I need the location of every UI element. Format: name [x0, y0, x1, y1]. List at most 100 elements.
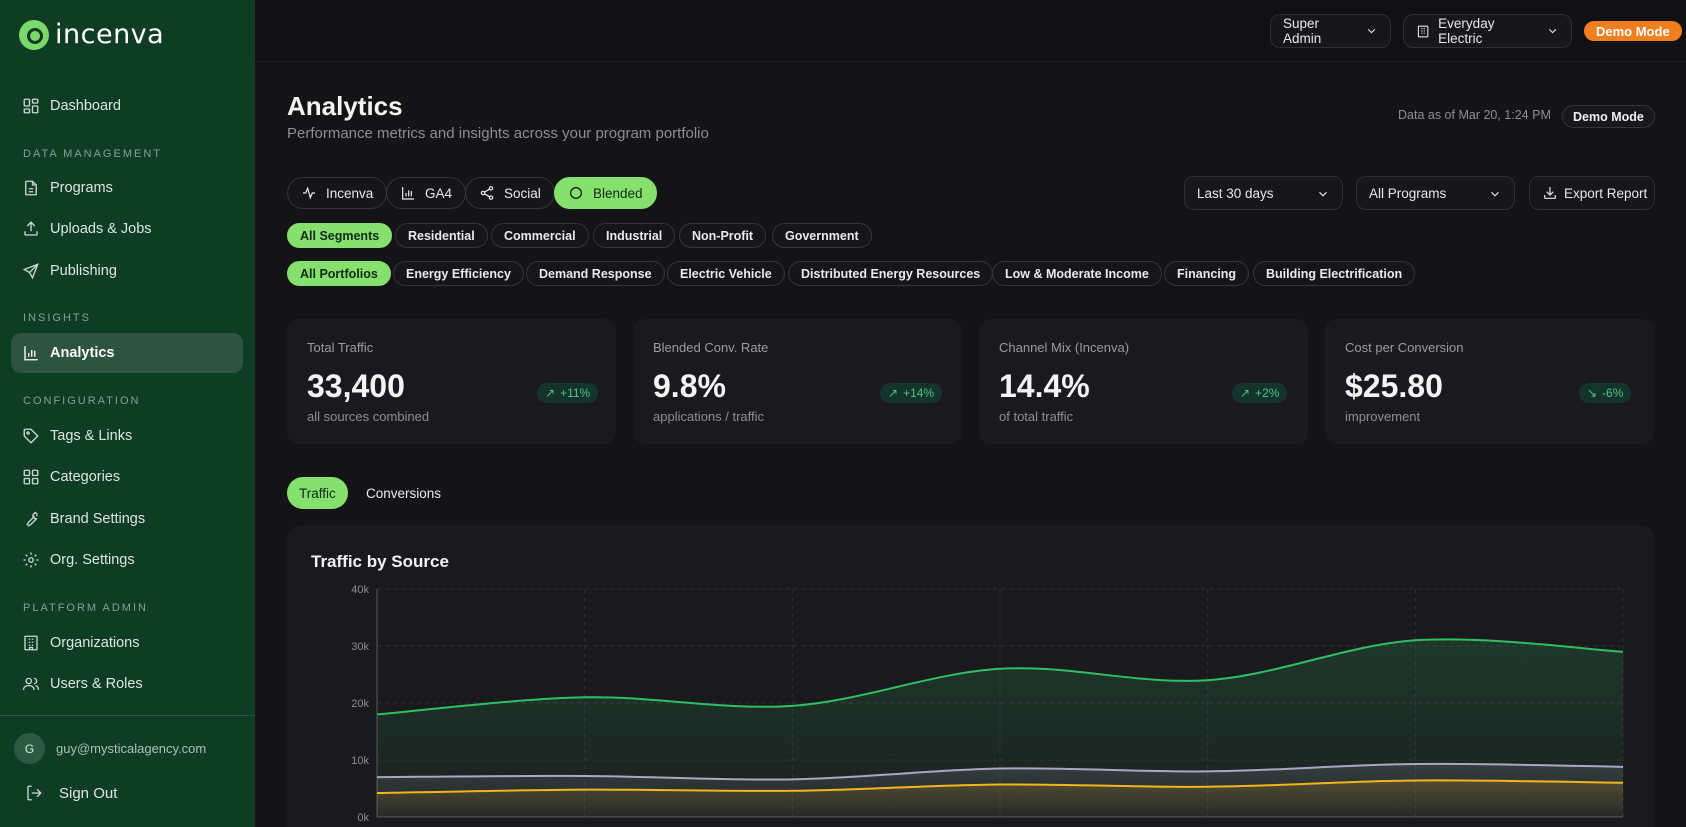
building-icon: [24, 635, 38, 651]
data-as-of: Data as of Mar 20, 1:24 PM: [1398, 108, 1551, 122]
series-line-0: [376, 638, 1624, 716]
kpi-delta-badge: ↗ +14%: [880, 383, 943, 403]
date-range-select[interactable]: Last 30 days: [1184, 176, 1343, 210]
y-tick-label: 30k: [351, 641, 369, 653]
kpi-delta: -6%: [1602, 386, 1624, 400]
sidebar-item-label: Dashboard: [50, 98, 121, 114]
sidebar: incenva Dashboard DATA MANAGEMENT Progra…: [0, 0, 255, 827]
kpi-label: Blended Conv. Rate: [653, 340, 769, 355]
segment-pill-commercial[interactable]: Commercial: [491, 223, 589, 248]
export-report-button[interactable]: Export Report: [1529, 176, 1655, 210]
tab-traffic[interactable]: Traffic: [287, 477, 348, 509]
activity-icon: [303, 186, 315, 200]
sidebar-item-label: Users & Roles: [50, 676, 143, 692]
kpi-card-total-traffic: Total Traffic 33,400 all sources combine…: [287, 319, 616, 444]
sidebar-item-categories[interactable]: Categories: [11, 457, 243, 497]
source-chip-label: GA4: [425, 185, 453, 201]
topbar: Super Admin Everyday Electric Demo Mode: [255, 0, 1686, 62]
sidebar-divider: [0, 715, 255, 716]
source-chip-incenva[interactable]: Incenva: [287, 177, 388, 209]
portfolio-pill-building-electrification[interactable]: Building Electrification: [1253, 261, 1416, 286]
sidebar-item-dashboard[interactable]: Dashboard: [11, 86, 243, 126]
sidebar-item-uploads[interactable]: Uploads & Jobs: [11, 209, 243, 249]
source-chip-ga4[interactable]: GA4: [386, 177, 467, 209]
building-icon: [1417, 25, 1429, 37]
segment-pill-all[interactable]: All Segments: [287, 223, 393, 248]
circle-icon: [570, 187, 582, 199]
portfolio-pill-energy-efficiency[interactable]: Energy Efficiency: [393, 261, 524, 286]
portfolio-pill-der[interactable]: Distributed Energy Resources: [788, 261, 994, 286]
sidebar-item-label: Org. Settings: [50, 552, 135, 568]
page-title: Analytics: [287, 91, 403, 121]
kpi-delta: +14%: [903, 386, 935, 400]
sign-out-label: Sign Out: [59, 784, 118, 802]
date-range-value: Last 30 days: [1197, 185, 1274, 201]
portfolio-pill-all[interactable]: All Portfolios: [287, 261, 391, 286]
section-label-data-management: DATA MANAGEMENT: [23, 148, 162, 160]
portfolio-pill-financing[interactable]: Financing: [1164, 261, 1250, 286]
chevron-down-icon: [1367, 28, 1376, 34]
kpi-subtext: improvement: [1345, 409, 1421, 424]
arrow-up-right-icon: ↗: [545, 386, 556, 400]
kpi-delta-badge: ↗ +2%: [1232, 383, 1288, 403]
wrench-icon: [26, 511, 38, 527]
sidebar-item-tags[interactable]: Tags & Links: [11, 416, 243, 456]
series-line-1: [376, 762, 1624, 781]
role-select-value: Super Admin: [1283, 16, 1322, 46]
sidebar-item-label: Brand Settings: [50, 511, 146, 527]
sidebar-item-brand-settings[interactable]: Brand Settings: [11, 499, 243, 539]
y-tick-label: 20k: [351, 698, 369, 710]
send-icon: [22, 263, 39, 280]
source-chip-social[interactable]: Social: [465, 177, 555, 209]
series-line-2: [376, 779, 1624, 795]
section-label-insights: INSIGHTS: [23, 312, 91, 324]
source-chip-blended[interactable]: Blended: [554, 177, 657, 209]
programs-value: All Programs: [1369, 185, 1447, 201]
segment-pill-non-profit[interactable]: Non-Profit: [679, 223, 767, 248]
programs-select[interactable]: All Programs: [1356, 176, 1515, 210]
traffic-chart-card: Traffic by Source 0k 10k 20k 30k 40k: [287, 525, 1655, 827]
kpi-subtext: all sources combined: [307, 409, 430, 424]
sidebar-item-organizations[interactable]: Organizations: [11, 623, 243, 663]
org-select[interactable]: Everyday Electric: [1403, 14, 1572, 48]
sidebar-item-org-settings[interactable]: Org. Settings: [11, 540, 243, 580]
sidebar-item-analytics[interactable]: Analytics: [11, 333, 243, 373]
upload-icon: [24, 221, 38, 236]
y-tick-label: 40k: [351, 584, 369, 596]
sidebar-item-label: Programs: [50, 180, 113, 196]
role-select[interactable]: Super Admin: [1270, 14, 1391, 48]
tab-conversions[interactable]: Conversions: [366, 485, 442, 501]
bar-chart-icon: [24, 346, 38, 361]
user-profile[interactable]: G guy@mysticalagency.com: [14, 733, 206, 764]
demo-mode-chip: Demo Mode: [1562, 105, 1655, 128]
sign-out-button[interactable]: Sign Out: [25, 784, 117, 802]
portfolio-pill-electric-vehicle[interactable]: Electric Vehicle: [667, 261, 785, 286]
grid-icon: [23, 98, 39, 114]
grid-icon: [23, 469, 39, 485]
segment-pill-residential[interactable]: Residential: [395, 223, 488, 248]
kpi-delta: +11%: [560, 386, 591, 400]
sign-out-icon: [27, 785, 42, 801]
source-chip-label: Incenva: [326, 185, 374, 201]
sidebar-item-users-roles[interactable]: Users & Roles: [11, 664, 243, 704]
org-select-value: Everyday Electric: [1438, 16, 1495, 46]
portfolio-pill-demand-response[interactable]: Demand Response: [526, 261, 665, 286]
chevron-down-icon: [1548, 28, 1557, 34]
section-label-configuration: CONFIGURATION: [23, 395, 141, 407]
kpi-value: 14.4%: [999, 368, 1090, 404]
kpi-label: Total Traffic: [307, 340, 374, 355]
kpi-value: 9.8%: [653, 368, 726, 404]
kpi-delta: +2%: [1255, 386, 1280, 400]
kpi-label: Channel Mix (Incenva): [999, 340, 1130, 355]
brand-logo[interactable]: incenva: [19, 19, 164, 50]
kpi-label: Cost per Conversion: [1345, 340, 1464, 355]
sidebar-item-publishing[interactable]: Publishing: [11, 251, 243, 291]
segment-pill-government[interactable]: Government: [772, 223, 872, 248]
series-area-2: [377, 780, 1623, 817]
portfolio-pill-lmi[interactable]: Low & Moderate Income: [992, 261, 1162, 286]
sidebar-item-label: Publishing: [50, 263, 117, 279]
chart-title: Traffic by Source: [311, 552, 449, 571]
arrow-up-right-icon: ↗: [1240, 386, 1251, 400]
sidebar-item-programs[interactable]: Programs: [11, 168, 243, 208]
segment-pill-industrial[interactable]: Industrial: [593, 223, 676, 248]
